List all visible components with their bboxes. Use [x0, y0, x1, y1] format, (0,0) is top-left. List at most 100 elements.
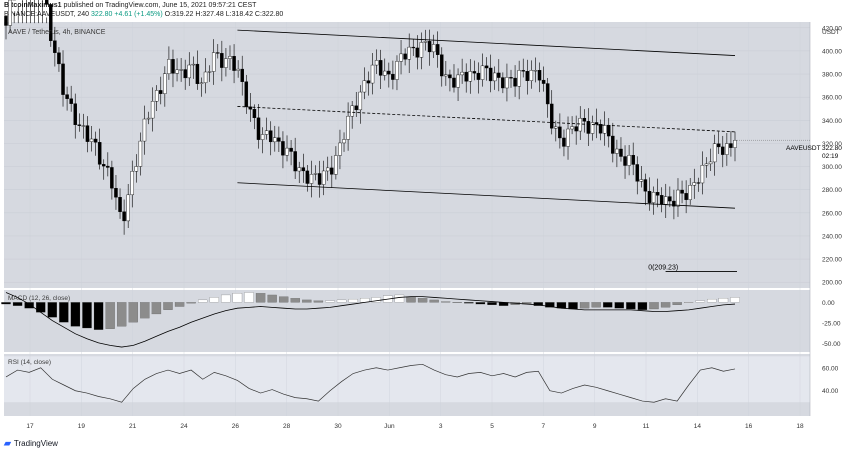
time-tick-label: 9 [593, 423, 597, 430]
candle-body [195, 63, 200, 84]
macd-histogram-bar [649, 302, 659, 310]
candle-body [639, 179, 644, 182]
candle-body [93, 138, 98, 143]
candle-body [240, 68, 244, 82]
time-tick-label: 24 [180, 423, 188, 430]
macd-histogram-bar [591, 302, 601, 308]
candle-body [264, 130, 269, 135]
time-tick-label: 21 [129, 423, 137, 430]
candle-body [586, 121, 591, 134]
time-tick-label: 14 [694, 423, 702, 430]
candle-body [505, 77, 509, 89]
candle-body [378, 60, 383, 76]
candle-body [684, 193, 688, 200]
candle-body [102, 164, 106, 167]
candle-body [615, 148, 619, 154]
macd-histogram-bar [626, 302, 636, 310]
candle-body [631, 155, 635, 165]
candle-body [138, 140, 143, 167]
candle-body [509, 77, 513, 79]
candle-body [484, 65, 489, 69]
candle-body [619, 148, 623, 157]
time-tick-label: Jun [384, 423, 395, 430]
ohlc-values: O:319.22 H:327.48 L:318.42 C:322.80 [164, 11, 284, 18]
macd-histogram-bar [406, 296, 416, 303]
candle-body [150, 101, 155, 119]
candle-body [435, 44, 440, 55]
macd-histogram-bar [545, 302, 555, 308]
candle-body [659, 195, 664, 205]
footer: ▰ TradingView [4, 438, 58, 449]
candle-body [574, 126, 578, 132]
candle-body [293, 151, 297, 172]
candle-body [179, 69, 183, 71]
candle-body [716, 143, 721, 148]
candle-body [668, 196, 672, 202]
candle-body [65, 94, 69, 99]
candle-body [733, 139, 737, 148]
time-tick-label: 26 [232, 423, 240, 430]
candle-body [216, 52, 220, 54]
time-axis[interactable]: 17 19 21 24 26 28 30 Jun 3 5 7 9 11 14 16 18 [26, 423, 804, 430]
price-tick-label: 220.00 [822, 257, 842, 264]
candle-body [154, 90, 159, 102]
macd-histogram-bar [568, 302, 578, 310]
candle-body [321, 170, 326, 185]
candle-body [655, 192, 660, 196]
candles [4, 0, 737, 235]
rsi-band [4, 356, 810, 403]
candle-body [440, 54, 444, 77]
candle-body [305, 170, 310, 184]
candle-body [277, 137, 281, 142]
macd-histogram-bar [429, 299, 439, 303]
candle-body [85, 125, 90, 142]
candle-body [224, 58, 228, 68]
candle-body [602, 124, 607, 134]
candle-body [44, 0, 49, 5]
candle-body [627, 155, 631, 166]
macd-histogram-bar [336, 299, 347, 303]
candle-body [366, 80, 371, 84]
candle-body [49, 4, 53, 41]
macd-histogram-bar [313, 300, 324, 303]
candle-body [676, 189, 680, 207]
candle-body [167, 59, 171, 74]
candle-body [191, 63, 196, 66]
candle-body [513, 77, 517, 87]
candle-body [651, 192, 656, 203]
candle-body [664, 196, 668, 205]
macd-histogram-bar [302, 299, 312, 303]
candle-body [570, 126, 574, 130]
time-tick-label: 5 [490, 423, 494, 430]
macd-histogram-bar [441, 301, 451, 303]
candle-body [464, 71, 468, 82]
candle-body [163, 73, 167, 94]
candle-body [110, 167, 114, 189]
macd-tick-label: -50.00 [822, 341, 841, 348]
macd-histogram-bar [475, 302, 486, 305]
candle-body [130, 171, 134, 196]
candle-body [313, 173, 318, 175]
price-tick-label: 260.00 [822, 210, 842, 217]
macd-histogram-bar [579, 302, 590, 309]
macd-histogram-bar [163, 302, 173, 310]
candle-body [334, 155, 338, 175]
candle-body [228, 56, 232, 59]
macd-histogram-bar [174, 302, 185, 307]
candle-body [207, 71, 212, 73]
candle-body [680, 189, 684, 194]
candle-body [452, 77, 456, 88]
macd-tick-label: -25.00 [822, 321, 841, 328]
candle-body [712, 143, 717, 163]
candle-body [480, 65, 485, 80]
bar-countdown: 02:19 [822, 153, 839, 160]
time-tick-label: 19 [78, 423, 86, 430]
candle-body [444, 74, 448, 77]
candle-body [517, 70, 521, 87]
main-pane [4, 22, 810, 288]
macd-histogram-bar [186, 302, 196, 304]
macd-histogram-bar [36, 302, 46, 313]
price-axis[interactable]: 200.00 220.00 240.00 260.00 280.00 300.00 320.… [809, 22, 842, 416]
candle-body [256, 117, 261, 140]
